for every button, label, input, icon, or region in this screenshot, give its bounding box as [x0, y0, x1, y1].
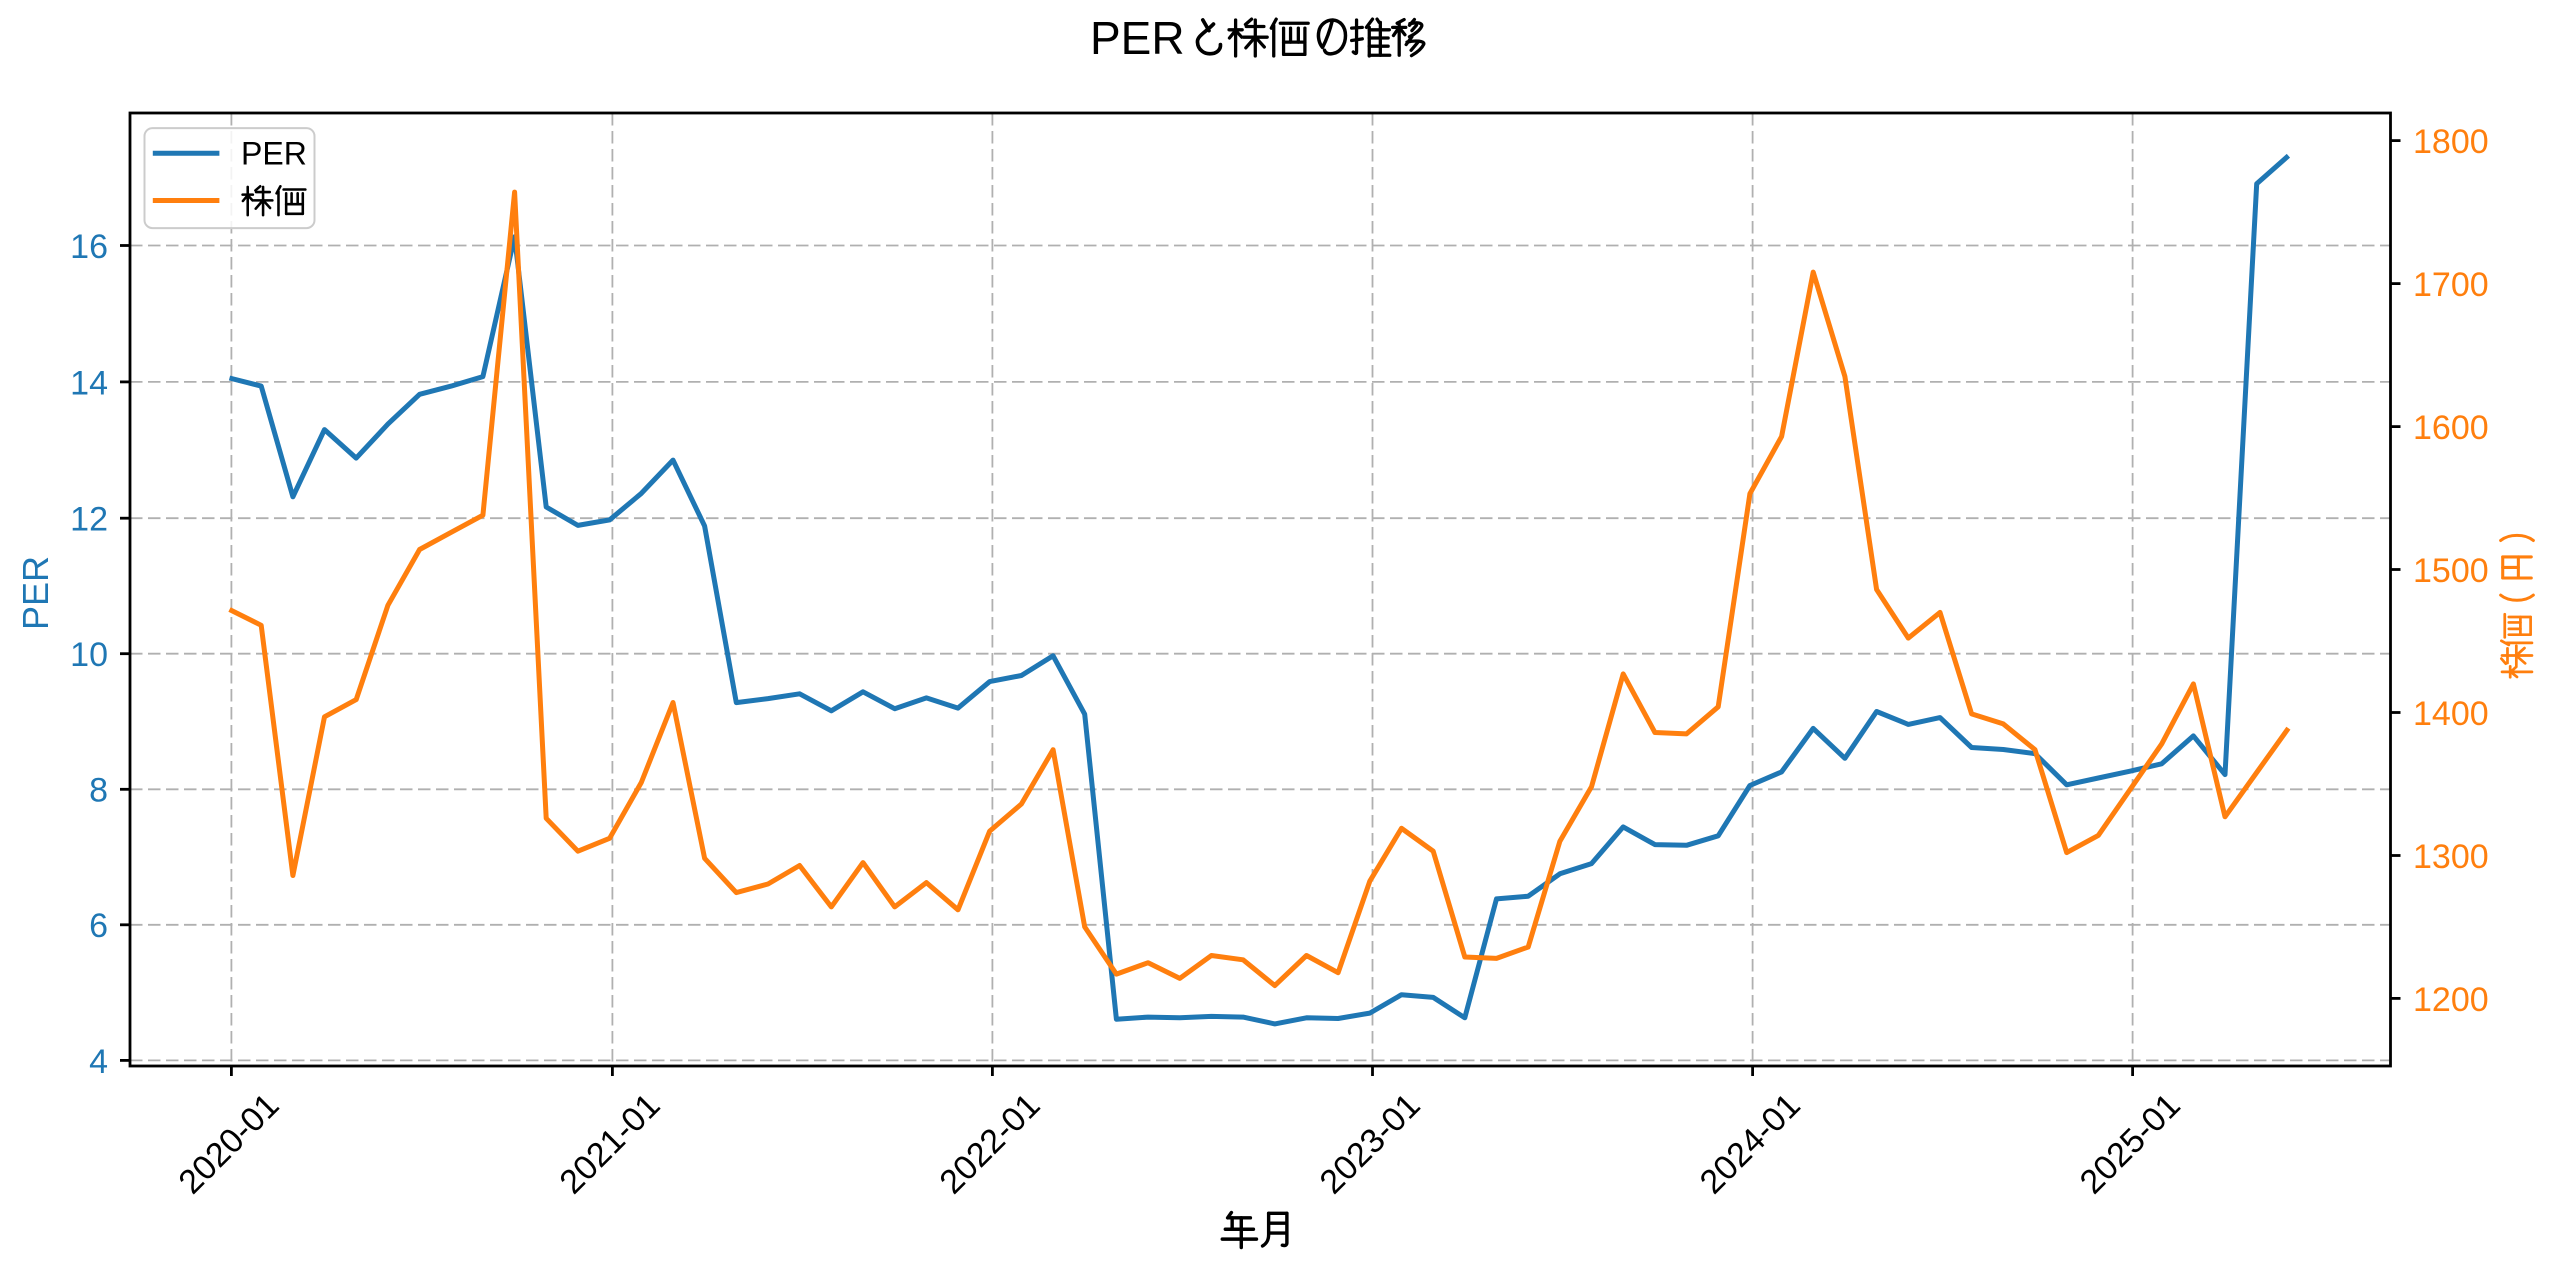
svg-text:16: 16 [70, 228, 108, 266]
svg-text:PER: PER [15, 556, 56, 630]
svg-text:8: 8 [89, 772, 108, 810]
svg-text:1800: 1800 [2413, 123, 2489, 161]
svg-text:1200: 1200 [2413, 981, 2489, 1019]
svg-text:1300: 1300 [2413, 838, 2489, 876]
svg-text:6: 6 [89, 907, 108, 945]
svg-text:PER: PER [241, 136, 307, 172]
svg-text:PER: PER [1090, 12, 1185, 64]
svg-text:1500: 1500 [2413, 552, 2489, 590]
svg-text:4: 4 [89, 1043, 108, 1081]
svg-text:14: 14 [70, 364, 108, 402]
svg-text:12: 12 [70, 501, 108, 539]
svg-text:1700: 1700 [2413, 266, 2489, 304]
svg-text:1600: 1600 [2413, 409, 2489, 447]
svg-text:1400: 1400 [2413, 695, 2489, 733]
svg-text:10: 10 [70, 636, 108, 674]
